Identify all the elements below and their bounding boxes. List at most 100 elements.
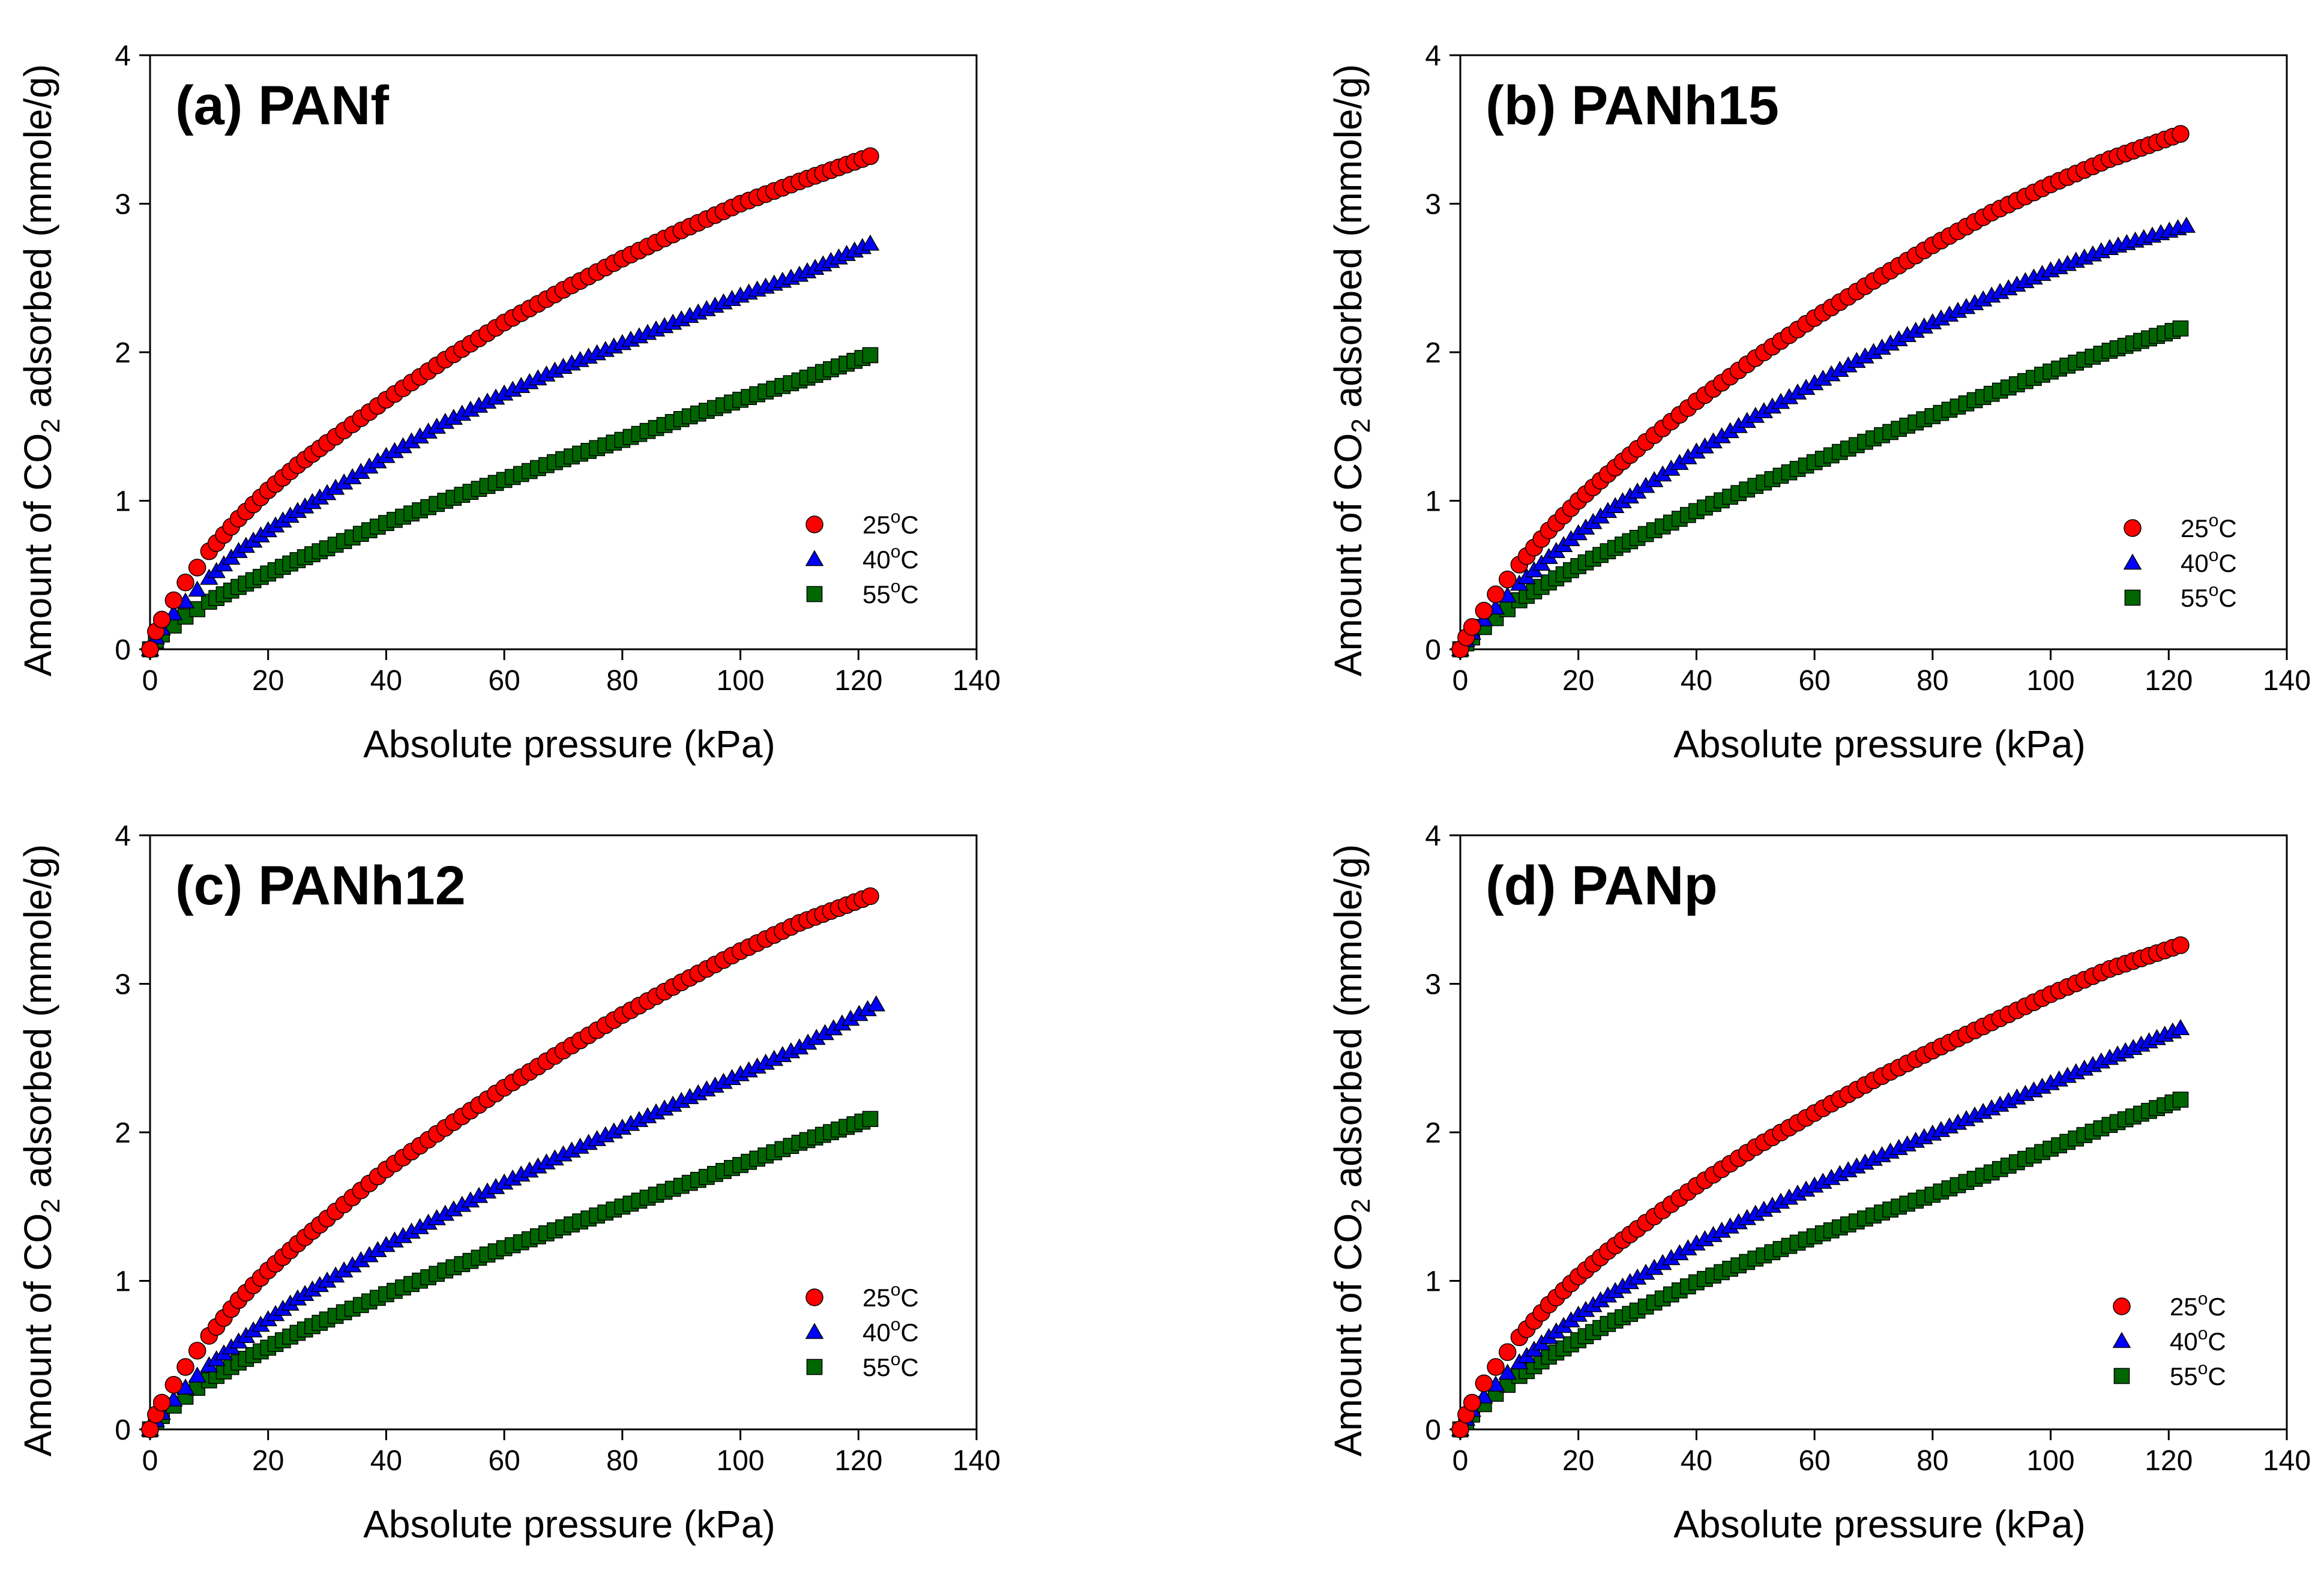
series-25oC: [1451, 125, 2190, 658]
legend-marker: [805, 1288, 823, 1306]
data-point: [152, 1393, 171, 1412]
data-point: [1487, 585, 1505, 604]
series-layer: [1451, 125, 2196, 658]
data-point: [861, 234, 880, 251]
x-tick-label: 60: [1798, 1445, 1830, 1477]
y-tick-label: 1: [115, 1266, 131, 1298]
x-tick-label: 120: [2145, 1445, 2193, 1477]
y-tick-label: 4: [1425, 820, 1441, 852]
x-tick-label: 0: [142, 1445, 158, 1477]
x-tick-label: 100: [717, 1445, 765, 1477]
legend-label: 55oC: [2181, 580, 2237, 612]
x-tick-label: 60: [488, 1445, 520, 1477]
panel-title: (c) PANh12: [175, 855, 466, 916]
legend-label: 40oC: [862, 542, 919, 574]
series-40oC: [140, 995, 886, 1437]
x-tick-label: 80: [1916, 665, 1948, 697]
y-axis-title: Amount of CO2 adsorbed (mmole/g): [16, 64, 65, 676]
series-55oC: [1452, 320, 2189, 658]
data-point: [141, 1420, 159, 1438]
legend-marker: [2124, 519, 2142, 537]
y-tick-label: 3: [115, 189, 131, 221]
legend-marker: [2113, 1368, 2130, 1384]
x-axis-title: Absolute pressure (kPa): [1673, 722, 2086, 766]
y-tick-label: 2: [1425, 337, 1441, 369]
y-tick-label: 2: [115, 337, 131, 369]
legend-label: 55oC: [2170, 1359, 2226, 1390]
legend-marker: [806, 1359, 823, 1375]
data-point: [188, 559, 206, 577]
series-40oC: [1451, 217, 2196, 656]
data-point: [141, 640, 159, 658]
legend-marker: [2124, 589, 2141, 606]
series-40oC: [1451, 1019, 2190, 1437]
x-tick-label: 100: [717, 665, 765, 697]
data-point: [176, 1358, 194, 1376]
series-layer: [140, 147, 880, 658]
series-25oC: [1451, 936, 2190, 1438]
y-tick-label: 4: [115, 820, 131, 852]
x-axis-title: Absolute pressure (kPa): [363, 722, 775, 766]
plot-frame: [149, 54, 978, 650]
y-tick-label: 4: [115, 40, 131, 72]
data-point: [2172, 936, 2190, 954]
x-tick-label: 80: [606, 665, 638, 697]
data-point: [176, 573, 194, 592]
x-tick-label: 0: [142, 665, 158, 697]
data-point: [1498, 570, 1517, 589]
data-point: [1498, 1363, 1517, 1380]
legend-marker: [805, 515, 823, 533]
x-tick-label: 140: [953, 1445, 1001, 1477]
x-tick-label: 100: [2027, 665, 2075, 697]
y-tick-label: 2: [1425, 1117, 1441, 1149]
data-point: [1451, 1420, 1469, 1438]
legend-label: 40oC: [862, 1315, 919, 1347]
x-tick-label: 80: [606, 1445, 638, 1477]
data-point: [862, 347, 879, 364]
series-layer: [1451, 936, 2190, 1438]
y-axis-title: Amount of CO2 adsorbed (mmole/g): [1326, 64, 1376, 676]
chart-panel-3: 0 20 40 60 80 100 120 140 0 1 2 3 4 Absolute pressure…: [16, 820, 1001, 1546]
series-25oC: [141, 147, 879, 658]
data-point: [862, 1111, 879, 1128]
data-point: [152, 610, 171, 629]
series-55oC: [142, 1111, 879, 1438]
y-tick-label: 1: [1425, 486, 1441, 518]
data-point: [1475, 601, 1493, 620]
legend-marker: [2113, 1297, 2131, 1315]
x-tick-label: 0: [1452, 1445, 1469, 1477]
x-axis-title: Absolute pressure (kPa): [363, 1503, 775, 1546]
y-tick-label: 0: [1425, 634, 1441, 666]
x-tick-label: 100: [2027, 1445, 2075, 1477]
chart-panel-2: 0 20 40 60 80 100 120 140 0 1 2 3 4 Absolute pressure…: [1326, 40, 2311, 766]
series-55oC: [1452, 1092, 2189, 1438]
x-tick-label: 120: [2145, 665, 2193, 697]
legend-label: 55oC: [862, 577, 919, 608]
chart-panel-1: 0 20 40 60 80 100 120 140 0 1 2 3 4 Absolute pressure…: [16, 40, 1001, 766]
data-point: [1487, 1358, 1505, 1376]
x-tick-label: 120: [834, 1445, 882, 1477]
data-point: [188, 1366, 206, 1383]
series-40oC: [140, 234, 880, 656]
data-point: [164, 1376, 183, 1394]
y-tick-label: 0: [115, 1414, 131, 1446]
legend-label: 25oC: [862, 507, 919, 539]
x-tick-label: 140: [2263, 665, 2311, 697]
data-point: [1463, 618, 1481, 636]
x-tick-label: 140: [953, 665, 1001, 697]
y-tick-label: 4: [1425, 40, 1441, 72]
x-axis-title: Absolute pressure (kPa): [1673, 1503, 2086, 1546]
x-tick-label: 40: [370, 1445, 402, 1477]
data-point: [1475, 1374, 1493, 1393]
x-tick-label: 120: [834, 665, 882, 697]
data-point: [867, 995, 886, 1012]
series-layer: [140, 887, 886, 1438]
legend-label: 25oC: [2181, 511, 2237, 542]
y-axis-title: Amount of CO2 adsorbed (mmole/g): [1326, 844, 1376, 1456]
y-tick-label: 3: [1425, 189, 1441, 221]
x-tick-label: 40: [1681, 1445, 1712, 1477]
x-tick-label: 140: [2263, 1445, 2311, 1477]
x-tick-label: 20: [252, 1445, 284, 1477]
